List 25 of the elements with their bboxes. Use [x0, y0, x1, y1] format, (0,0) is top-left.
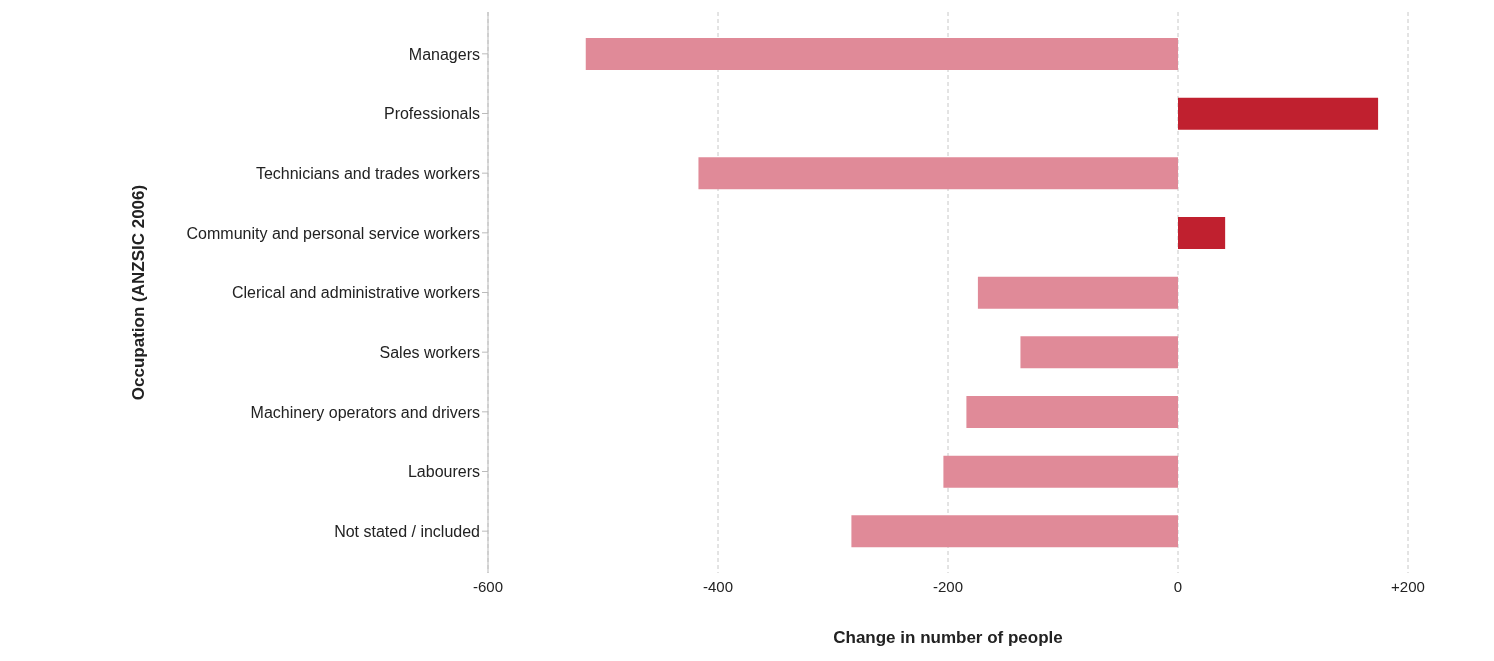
- bar: [943, 455, 1178, 488]
- x-tick-label: -600: [472, 577, 504, 595]
- bar: [966, 396, 1178, 428]
- y-tick-label: Machinery operators and drivers: [250, 403, 480, 421]
- bar: [1020, 336, 1178, 369]
- y-tick-label: Managers: [408, 45, 480, 63]
- y-tick-label: Labourers: [407, 463, 480, 481]
- y-tick-label: Not stated / included: [334, 522, 480, 540]
- bar: [1178, 97, 1379, 130]
- bar: [1178, 217, 1226, 249]
- y-axis-title: Occupation (ANZSIC 2006): [129, 184, 149, 401]
- bar: [585, 38, 1178, 70]
- y-tick-label: Technicians and trades workers: [255, 164, 480, 182]
- y-tick-label: Community and personal service workers: [186, 224, 480, 242]
- y-tick-label: Sales workers: [379, 343, 480, 361]
- y-tick-label: Professionals: [383, 105, 480, 123]
- x-tick-label: -200: [932, 577, 964, 595]
- bar: [977, 276, 1178, 309]
- bar: [851, 515, 1178, 548]
- bar: [698, 157, 1178, 190]
- y-tick-label: Clerical and administrative workers: [231, 284, 480, 302]
- x-axis-title: Change in number of people: [833, 628, 1063, 647]
- x-tick-label: +200: [1391, 577, 1425, 595]
- x-tick-label: -400: [702, 577, 734, 595]
- x-tick-label: 0: [1173, 577, 1183, 595]
